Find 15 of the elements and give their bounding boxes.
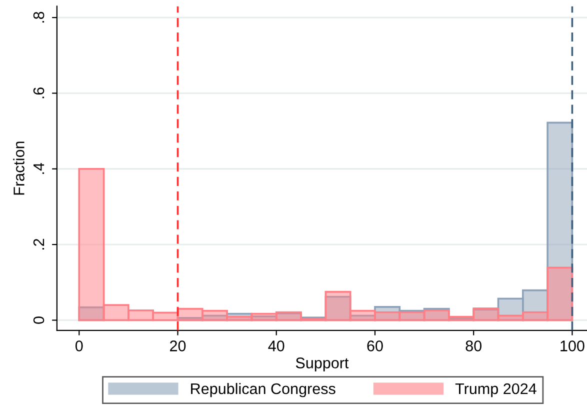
y-tick-label: 0 [33, 316, 44, 324]
legend-label: Trump 2024 [455, 383, 536, 398]
y-tick-label: .8 [33, 12, 44, 23]
y-tick-label: .4 [34, 162, 44, 174]
x-axis-title: Support [296, 358, 349, 372]
x-tick-label: 60 [367, 340, 383, 352]
x-tick-label: 40 [268, 340, 284, 352]
x-tick-label: 80 [466, 340, 482, 352]
y-tick-label: .2 [33, 238, 44, 250]
y-axis-title: Fraction [13, 142, 24, 195]
x-tick-label: 0 [75, 340, 83, 352]
x-tick-label: 20 [170, 340, 186, 352]
legend-label: Republican Congress [191, 382, 336, 398]
y-tick-label: .6 [33, 88, 44, 98]
x-tick-label: 100 [560, 340, 584, 352]
